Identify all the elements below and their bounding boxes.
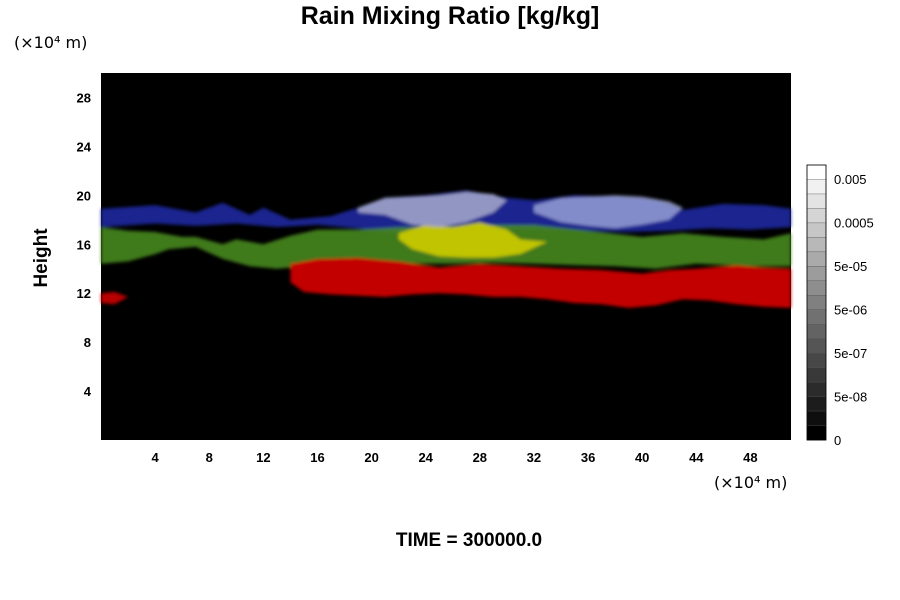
colorbar-label: 0.0005 [834, 216, 874, 231]
colorbar-segment [806, 193, 827, 209]
colorbar-segment [806, 338, 827, 354]
x-tick-label: 24 [418, 450, 433, 465]
y-axis-ticks: 4 8 12 16 20 24 28 [77, 91, 92, 400]
colorbar-label: 0 [834, 433, 841, 448]
colorbar-segment [806, 179, 827, 195]
colorbar-segment [806, 222, 827, 238]
x-tick-label: 48 [743, 450, 757, 465]
x-tick-label: 8 [206, 450, 213, 465]
x-tick-label: 4 [151, 450, 159, 465]
x-tick-label: 36 [581, 450, 595, 465]
field-layer-6 [101, 292, 129, 305]
y-tick-label: 28 [77, 91, 91, 106]
colorbar-segment [806, 208, 827, 224]
y-tick-label: 20 [77, 188, 91, 203]
field-layer-5 [290, 257, 791, 308]
colorbar-segment [806, 367, 827, 383]
colorbar-segment [806, 309, 827, 325]
field-layer-4 [533, 195, 683, 229]
y-tick-label: 8 [84, 335, 91, 350]
colorbar-frame [806, 164, 827, 441]
colorbar-label: 0.005 [834, 172, 867, 187]
colorbar-segment [806, 396, 827, 412]
x-tick-label: 44 [689, 450, 704, 465]
y-tick-label: 12 [77, 286, 91, 301]
colorbar-segment [806, 352, 827, 369]
x-unit-label: (×10⁴ m) [714, 473, 788, 492]
x-axis-ticks: 4 8 12 16 20 24 28 32 36 40 44 48 [151, 450, 757, 465]
colorbar-segment [806, 164, 827, 180]
colorbar-segment [806, 237, 827, 253]
x-tick-label: 12 [256, 450, 270, 465]
colorbar-label: 5e-07 [834, 346, 867, 361]
colorbar-segment [806, 266, 827, 282]
x-tick-label: 40 [635, 450, 649, 465]
time-label: TIME = 300000.0 [395, 530, 543, 551]
colorbar-segment [806, 381, 827, 398]
x-tick-label: 32 [527, 450, 541, 465]
field-layer-2 [398, 222, 548, 258]
colorbar-segment [806, 251, 827, 267]
colorbar-segment [806, 410, 827, 427]
y-unit-label: (×10⁴ m) [14, 33, 88, 52]
x-tick-label: 28 [473, 450, 487, 465]
y-tick-label: 24 [77, 139, 92, 154]
x-tick-label: 20 [364, 450, 378, 465]
colorbar-segment [806, 425, 827, 441]
colorbar-segment [806, 324, 827, 340]
rain-field-layers [101, 190, 791, 308]
y-tick-label: 16 [77, 237, 91, 252]
field-layer-3 [358, 191, 507, 228]
colorbar-label: 5e-05 [834, 259, 867, 274]
colorbar-label: 5e-08 [834, 390, 867, 405]
colorbar-label: 5e-06 [834, 303, 867, 318]
colorbar-segment [806, 280, 827, 296]
colorbar-segment [806, 295, 827, 311]
chart-title: Rain Mixing Ratio [kg/kg] [300, 2, 600, 30]
x-tick-label: 16 [310, 450, 324, 465]
colorbar: 0.005 0.0005 5e-05 5e-06 5e-07 5e-08 0 [806, 164, 874, 448]
y-tick-label: 4 [84, 384, 92, 399]
